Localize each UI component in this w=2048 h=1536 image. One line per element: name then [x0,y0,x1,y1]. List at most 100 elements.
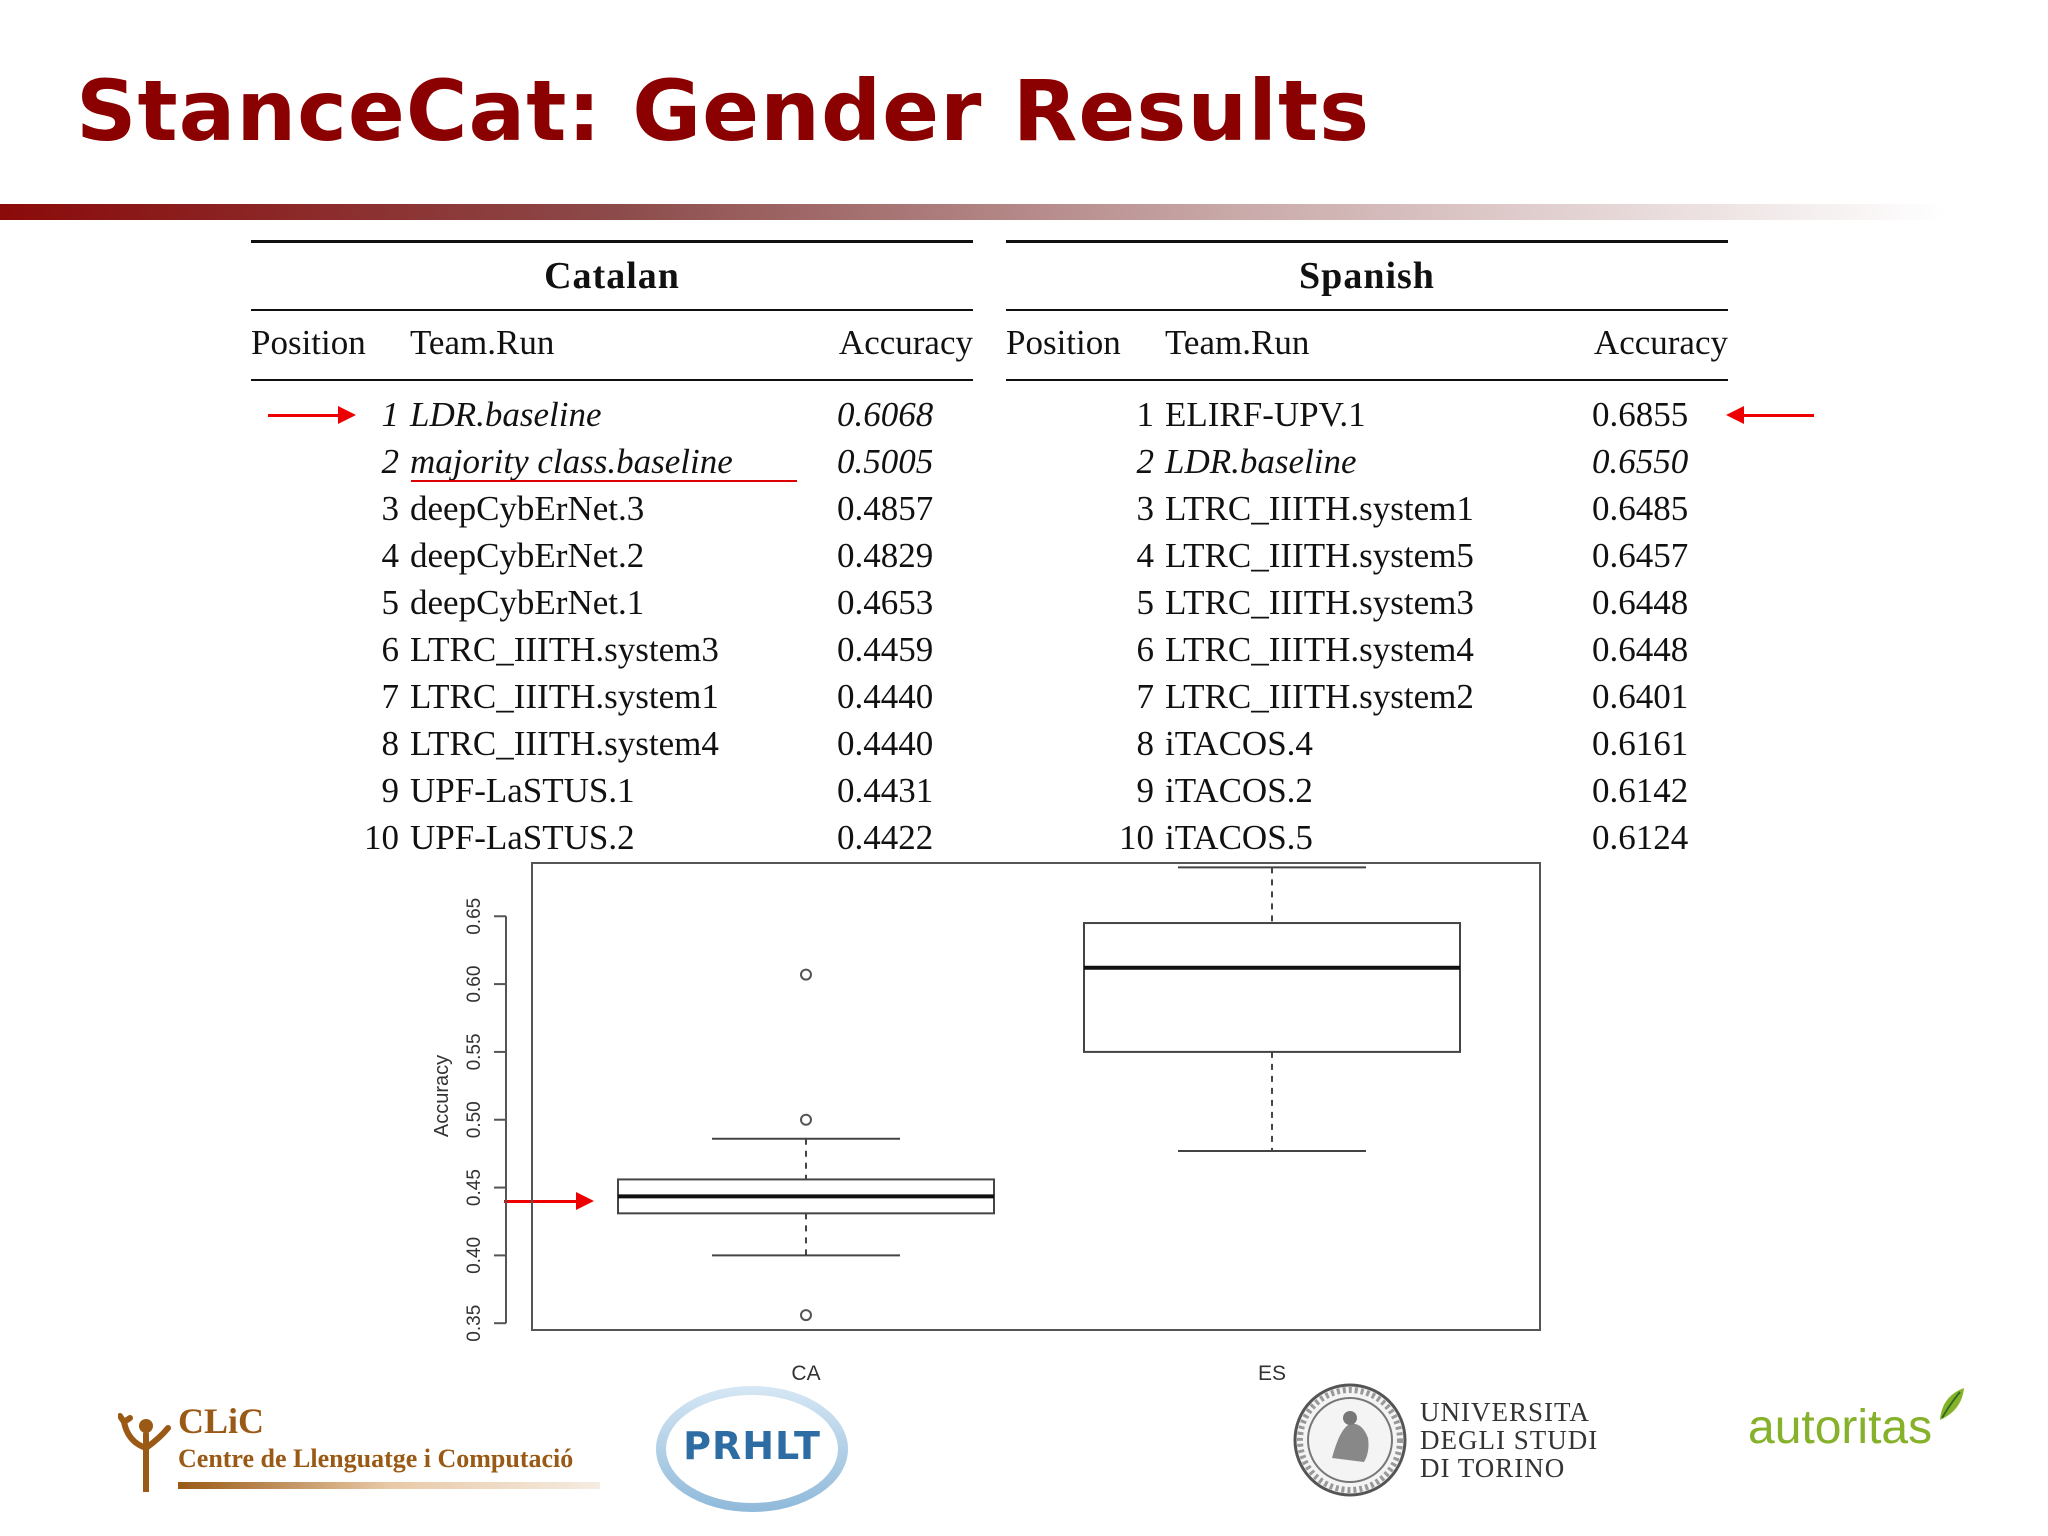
row-accuracy: 0.4440 [837,724,934,763]
row-team: LDR.baseline [410,395,602,434]
row-accuracy: 0.6550 [1592,442,1689,481]
row-accuracy: 0.6448 [1592,630,1689,669]
row-position: 2 [1136,442,1155,481]
red-arrow-boxplot [504,1192,594,1210]
row-position: 6 [381,630,400,669]
prhlt-logo: PRHLT [654,1384,850,1514]
autoritas-logo: autoritas [1748,1382,1968,1462]
table-row: 4 LTRC_IIITH.system5 0.6457 [1006,534,1728,581]
row-position: 1 [381,395,400,434]
y-tick-label: 0.40 [464,1237,485,1274]
prhlt-ellipse-icon [656,1386,848,1512]
row-team: LTRC_IIITH.system4 [410,724,719,763]
row-team: LTRC_IIITH.system5 [1165,536,1474,575]
table-header-rule [1006,379,1728,381]
plot-frame [531,862,1541,1331]
y-tick-label: 0.60 [464,966,485,1003]
table-row: 9 UPF-LaSTUS.1 0.4431 [251,769,973,816]
table-mid-rule [1006,309,1728,311]
row-position: 8 [1136,724,1155,763]
row-accuracy: 0.4422 [837,818,934,857]
row-position: 9 [1136,771,1155,810]
header-accuracy: Accuracy [838,323,973,362]
table-header-rule [251,379,973,381]
y-tick-label: 0.50 [464,1101,485,1138]
table-body: 1 ELIRF-UPV.1 0.6855 2 LDR.baseline 0.65… [1006,381,1728,863]
autoritas-name: autoritas [1748,1401,1933,1454]
row-accuracy: 0.6068 [837,395,934,434]
row-accuracy: 0.4857 [837,489,934,528]
y-tick-label: 0.55 [464,1033,485,1070]
y-tick-label: 0.45 [464,1169,485,1206]
row-position: 5 [381,583,400,622]
torino-logo: UNIVERSITA DEGLI STUDI DI TORINO [1292,1382,1622,1502]
table-row: 5 LTRC_IIITH.system3 0.6448 [1006,581,1728,628]
row-team: iTACOS.5 [1165,818,1313,857]
row-accuracy: 0.4829 [837,536,934,575]
torino-seal-icon [1293,1383,1407,1497]
row-accuracy: 0.6485 [1592,489,1689,528]
row-team: UPF-LaSTUS.1 [410,771,635,810]
row-accuracy: 0.6142 [1592,771,1689,810]
table-top-rule [251,240,973,243]
row-position: 4 [381,536,400,575]
table-row: 8 LTRC_IIITH.system4 0.4440 [251,722,973,769]
row-team: LTRC_IIITH.system1 [410,677,719,716]
header-accuracy: Accuracy [1593,323,1728,362]
row-position: 1 [1136,395,1155,434]
table-row: 3 LTRC_IIITH.system1 0.6485 [1006,487,1728,534]
row-team: UPF-LaSTUS.2 [410,818,635,857]
box [1083,922,1461,1053]
outlier-point [800,968,812,981]
row-accuracy: 0.4459 [837,630,934,669]
row-team: deepCybErNet.3 [410,489,645,528]
row-accuracy: 0.4440 [837,677,934,716]
row-team: LTRC_IIITH.system1 [1165,489,1474,528]
torino-line-1: UNIVERSITA [1420,1397,1590,1427]
table-row: 4 deepCybErNet.2 0.4829 [251,534,973,581]
row-team: deepCybErNet.2 [410,536,645,575]
row-team: LDR.baseline [1165,442,1357,481]
x-category-label: ES [1258,1362,1286,1385]
row-position: 7 [1136,677,1155,716]
header-team-run: Team.Run [1165,323,1310,362]
row-accuracy: 0.6401 [1592,677,1689,716]
table-header: Position Team.Run Accuracy [251,311,973,379]
table-row: 10 iTACOS.5 0.6124 [1006,816,1728,863]
title-rule [0,204,2048,220]
outlier-point [800,1113,812,1126]
slide-title: StanceCat: Gender Results [76,62,1371,160]
row-team: LTRC_IIITH.system3 [410,630,719,669]
row-team: LTRC_IIITH.system2 [1165,677,1474,716]
header-position: Position [251,323,366,362]
table-row: 6 LTRC_IIITH.system3 0.4459 [251,628,973,675]
row-accuracy: 0.6855 [1592,395,1689,434]
y-axis-label: Accuracy [431,1055,453,1137]
table-row: 2 LDR.baseline 0.6550 [1006,440,1728,487]
row-accuracy: 0.5005 [837,442,934,481]
table-header: Position Team.Run Accuracy [1006,311,1728,379]
torino-line-2: DEGLI STUDI [1420,1425,1599,1455]
header-position: Position [1006,323,1121,362]
accuracy-boxplot: 0.35 0.40 0.45 0.50 0.55 0.60 0.65 Accuracy CA ES [431,862,1541,1385]
table-top-rule [1006,240,1728,243]
row-position: 3 [381,489,400,528]
y-tick-label: 0.35 [464,1305,485,1342]
y-tick-label: 0.65 [464,898,485,935]
table-row: 3 deepCybErNet.3 0.4857 [251,487,973,534]
table-row: 6 LTRC_IIITH.system4 0.6448 [1006,628,1728,675]
leaf-icon [1940,1388,1964,1420]
table-body: 1 LDR.baseline 0.6068 2 majority class.b… [251,381,973,863]
table-row: 10 UPF-LaSTUS.2 0.4422 [251,816,973,863]
row-accuracy: 0.4653 [837,583,934,622]
row-team: iTACOS.2 [1165,771,1313,810]
spanish-table: Spanish Position Team.Run Accuracy 1 ELI… [1006,240,1728,863]
row-accuracy: 0.6448 [1592,583,1689,622]
clic-underline [178,1482,600,1489]
row-team: iTACOS.4 [1165,724,1313,763]
clic-logo: CLiC Centre de Llenguatge i Computació [118,1400,608,1500]
catalan-table: Catalan Position Team.Run Accuracy 1 LDR… [251,240,973,863]
x-category-label: CA [791,1362,820,1385]
row-position: 9 [381,771,400,810]
torino-line-3: DI TORINO [1420,1453,1566,1483]
